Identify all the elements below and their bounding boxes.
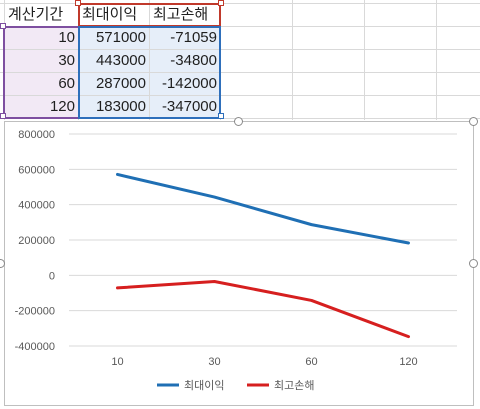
y-tick-label: -400000 <box>15 341 55 353</box>
y-tick-label: 400000 <box>18 200 55 212</box>
y-tick-label: 800000 <box>18 129 55 141</box>
legend-label[interactable]: 최고손해 <box>274 378 314 392</box>
table-cell-period[interactable]: 120 <box>5 96 78 118</box>
chart-plot: 8000006000004000002000000-200000-400000 … <box>15 129 457 392</box>
line-chart[interactable]: 800000 600000 400000 200000 0 -200000 -400000 … <box>4 121 474 406</box>
y-tick-label: 0 <box>49 270 55 282</box>
series-line-max-profit[interactable] <box>116 172 410 245</box>
table-cell-max-loss[interactable]: -71059 <box>150 27 220 49</box>
legend-label[interactable]: 최대이익 <box>184 379 224 392</box>
range-handle[interactable] <box>218 0 224 6</box>
table-cell-period[interactable]: 60 <box>5 73 78 95</box>
chart-resize-handle[interactable] <box>0 259 5 268</box>
x-tick-label: 60 <box>305 356 317 368</box>
table-cell-max-loss[interactable]: -142000 <box>150 73 220 95</box>
chart-resize-handle[interactable] <box>469 117 478 126</box>
table-cell-period[interactable]: 30 <box>5 50 78 72</box>
range-handle[interactable] <box>0 113 6 119</box>
table-cell-period[interactable]: 10 <box>5 27 78 49</box>
y-tick-label: 600000 <box>18 164 55 176</box>
table-cell-max-profit[interactable]: 287000 <box>79 73 149 95</box>
range-handle[interactable] <box>0 23 6 29</box>
header-cell-period[interactable]: 계산기간 <box>8 6 64 23</box>
y-tick-label: 200000 <box>18 235 55 247</box>
chart-resize-handle[interactable] <box>234 117 243 126</box>
chart-resize-handle[interactable] <box>469 259 478 268</box>
header-cell-max-loss[interactable]: 최고손해 <box>153 6 209 23</box>
table-cell-max-loss[interactable]: -347000 <box>150 96 220 118</box>
table-cell-max-loss[interactable]: -34800 <box>150 50 220 72</box>
range-handle[interactable] <box>75 0 81 6</box>
x-tick-label: 30 <box>208 356 220 368</box>
table-cell-max-profit[interactable]: 183000 <box>79 96 149 118</box>
x-tick-label: 10 <box>111 356 123 368</box>
header-cell-max-profit[interactable]: 최대이익 <box>82 6 138 23</box>
table-cell-max-profit[interactable]: 443000 <box>79 50 149 72</box>
y-tick-label: -200000 <box>15 306 55 318</box>
series-line-max-loss[interactable] <box>116 279 410 339</box>
x-tick-label: 120 <box>399 356 417 368</box>
range-handle[interactable] <box>218 113 224 119</box>
table-cell-max-profit[interactable]: 571000 <box>79 27 149 49</box>
